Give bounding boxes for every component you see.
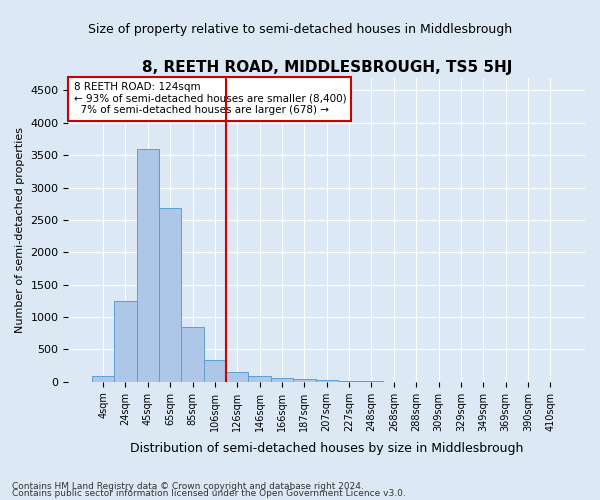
Bar — [92, 376, 114, 382]
Y-axis label: Number of semi-detached properties: Number of semi-detached properties — [15, 126, 25, 332]
Bar — [293, 380, 316, 382]
Text: Size of property relative to semi-detached houses in Middlesbrough: Size of property relative to semi-detach… — [88, 22, 512, 36]
Bar — [226, 372, 248, 382]
Text: Contains HM Land Registry data © Crown copyright and database right 2024.: Contains HM Land Registry data © Crown c… — [12, 482, 364, 491]
X-axis label: Distribution of semi-detached houses by size in Middlesbrough: Distribution of semi-detached houses by … — [130, 442, 523, 455]
Bar — [271, 378, 293, 382]
Bar — [114, 302, 137, 382]
Text: Contains public sector information licensed under the Open Government Licence v3: Contains public sector information licen… — [12, 489, 406, 498]
Text: 8 REETH ROAD: 124sqm
← 93% of semi-detached houses are smaller (8,400)
  7% of s: 8 REETH ROAD: 124sqm ← 93% of semi-detac… — [74, 82, 346, 116]
Bar — [137, 148, 159, 382]
Bar — [338, 381, 360, 382]
Title: 8, REETH ROAD, MIDDLESBROUGH, TS5 5HJ: 8, REETH ROAD, MIDDLESBROUGH, TS5 5HJ — [142, 60, 512, 75]
Bar — [316, 380, 338, 382]
Bar — [248, 376, 271, 382]
Bar — [181, 326, 204, 382]
Bar — [204, 360, 226, 382]
Bar — [159, 208, 181, 382]
